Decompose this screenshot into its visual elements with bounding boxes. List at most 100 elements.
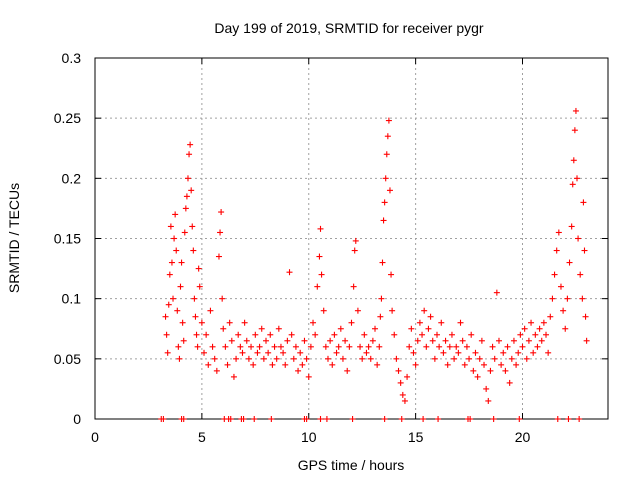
data-point	[577, 271, 584, 278]
data-point	[513, 361, 520, 368]
data-point	[506, 379, 513, 386]
data-point	[184, 175, 191, 182]
data-point	[181, 229, 188, 236]
data-point	[172, 211, 179, 218]
data-point	[260, 355, 267, 362]
data-point	[382, 175, 389, 182]
data-point	[240, 416, 247, 422]
axis-ticks	[94, 57, 608, 420]
data-point	[374, 361, 381, 368]
data-point	[335, 343, 342, 350]
data-point	[217, 229, 224, 236]
x-tick-label: 15	[408, 429, 424, 445]
data-point	[372, 325, 379, 332]
data-point	[180, 416, 187, 422]
data-point	[277, 343, 284, 350]
data-point	[349, 416, 356, 422]
data-point	[275, 325, 282, 332]
data-point	[196, 283, 203, 290]
data-point	[528, 319, 535, 326]
data-point	[324, 355, 331, 362]
data-point	[256, 343, 263, 350]
data-point	[495, 337, 502, 344]
data-point	[350, 283, 357, 290]
data-point	[534, 343, 541, 350]
data-point	[388, 271, 395, 278]
data-point	[195, 265, 202, 272]
data-point	[175, 343, 182, 350]
data-point	[490, 416, 497, 422]
data-point	[557, 283, 564, 290]
data-point	[448, 331, 455, 338]
data-point	[301, 337, 308, 344]
data-point	[271, 343, 278, 350]
data-point	[346, 343, 353, 350]
data-point	[215, 253, 222, 260]
data-point	[421, 307, 428, 314]
x-tick-labels: 0 5 10 15 20	[91, 429, 530, 445]
data-point	[305, 373, 312, 380]
data-point	[318, 271, 325, 278]
data-point	[165, 301, 172, 308]
data-point	[174, 307, 181, 314]
data-point	[472, 349, 479, 356]
y-tick-label: 0.3	[62, 50, 82, 66]
data-point	[435, 416, 442, 422]
data-point	[351, 247, 358, 254]
data-point	[463, 343, 470, 350]
data-point	[427, 313, 434, 320]
data-point	[361, 331, 368, 338]
data-point	[303, 355, 310, 362]
data-point	[485, 397, 492, 404]
data-point	[549, 295, 556, 302]
data-point	[498, 361, 505, 368]
y-tick-label: 0.15	[54, 231, 81, 247]
data-point	[408, 325, 415, 332]
data-point	[554, 416, 561, 422]
data-point	[574, 175, 581, 182]
data-point	[481, 361, 488, 368]
data-point	[333, 349, 340, 356]
data-point	[453, 343, 460, 350]
data-point	[438, 319, 445, 326]
data-point	[241, 319, 248, 326]
data-point	[233, 355, 240, 362]
data-point	[457, 319, 464, 326]
data-point	[189, 223, 196, 230]
data-point	[579, 295, 586, 302]
data-point	[410, 349, 417, 356]
data-point	[451, 355, 458, 362]
data-point	[575, 235, 582, 242]
data-point	[466, 355, 473, 362]
data-point	[420, 416, 427, 422]
data-point	[406, 343, 413, 350]
x-tick-label: 5	[198, 429, 206, 445]
data-point	[446, 343, 453, 350]
data-point	[171, 235, 178, 242]
data-point	[551, 271, 558, 278]
data-point	[251, 416, 258, 422]
data-point	[521, 325, 528, 332]
data-point	[423, 343, 430, 350]
data-point	[583, 337, 590, 344]
data-point	[201, 349, 208, 356]
data-point	[183, 193, 190, 200]
data-point	[160, 416, 167, 422]
data-point	[378, 295, 385, 302]
data-points	[158, 107, 590, 422]
data-point	[532, 331, 539, 338]
data-point	[478, 337, 485, 344]
data-point	[568, 223, 575, 230]
data-point	[327, 337, 334, 344]
data-point	[317, 416, 324, 422]
data-point	[455, 349, 462, 356]
data-point	[243, 337, 250, 344]
data-point	[198, 319, 205, 326]
data-point	[245, 355, 252, 362]
data-point	[459, 337, 466, 344]
data-point	[203, 331, 210, 338]
data-point	[580, 199, 587, 206]
data-point	[163, 331, 170, 338]
data-point	[483, 385, 490, 392]
data-point	[397, 379, 404, 386]
